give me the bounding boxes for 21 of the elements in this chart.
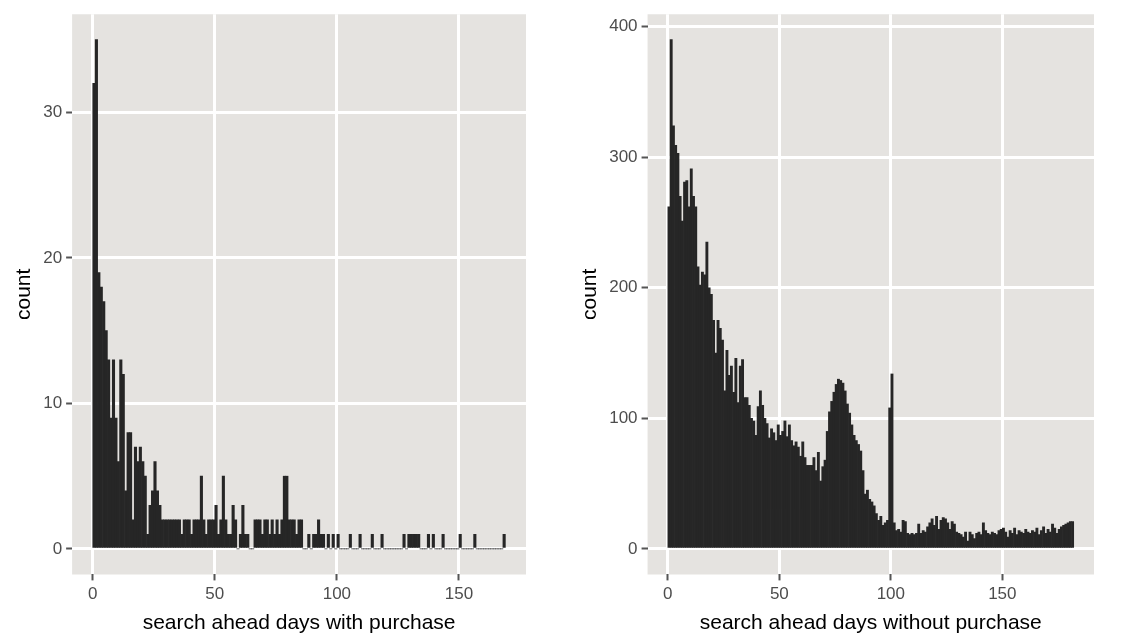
x-tick-label: 100: [876, 584, 906, 604]
y-axis-title: count: [11, 268, 35, 320]
y-tick-label: 0: [52, 538, 63, 558]
y-tick-label: 30: [43, 102, 63, 122]
y-tick-label: 200: [609, 277, 638, 297]
x-tick-label: 0: [663, 584, 673, 604]
y-axis-title: count: [577, 268, 601, 320]
x-axis-title: search ahead days with purchase: [142, 610, 456, 634]
y-tick-label: 100: [609, 408, 638, 428]
x-tick-label: 100: [322, 584, 352, 604]
x-tick-label: 0: [88, 584, 98, 604]
y-tick-label: 10: [43, 393, 63, 413]
y-tick-label: 20: [43, 247, 63, 267]
x-tick-label: 150: [988, 584, 1017, 604]
y-tick-label: 300: [609, 146, 638, 166]
x-tick-label: 150: [444, 584, 474, 604]
y-tick-label: 400: [609, 16, 638, 36]
x-axis-title: search ahead days without purchase: [699, 610, 1042, 634]
y-tick-label: 0: [628, 538, 638, 558]
x-tick-label: 50: [769, 584, 789, 604]
x-tick-label: 50: [205, 584, 225, 604]
